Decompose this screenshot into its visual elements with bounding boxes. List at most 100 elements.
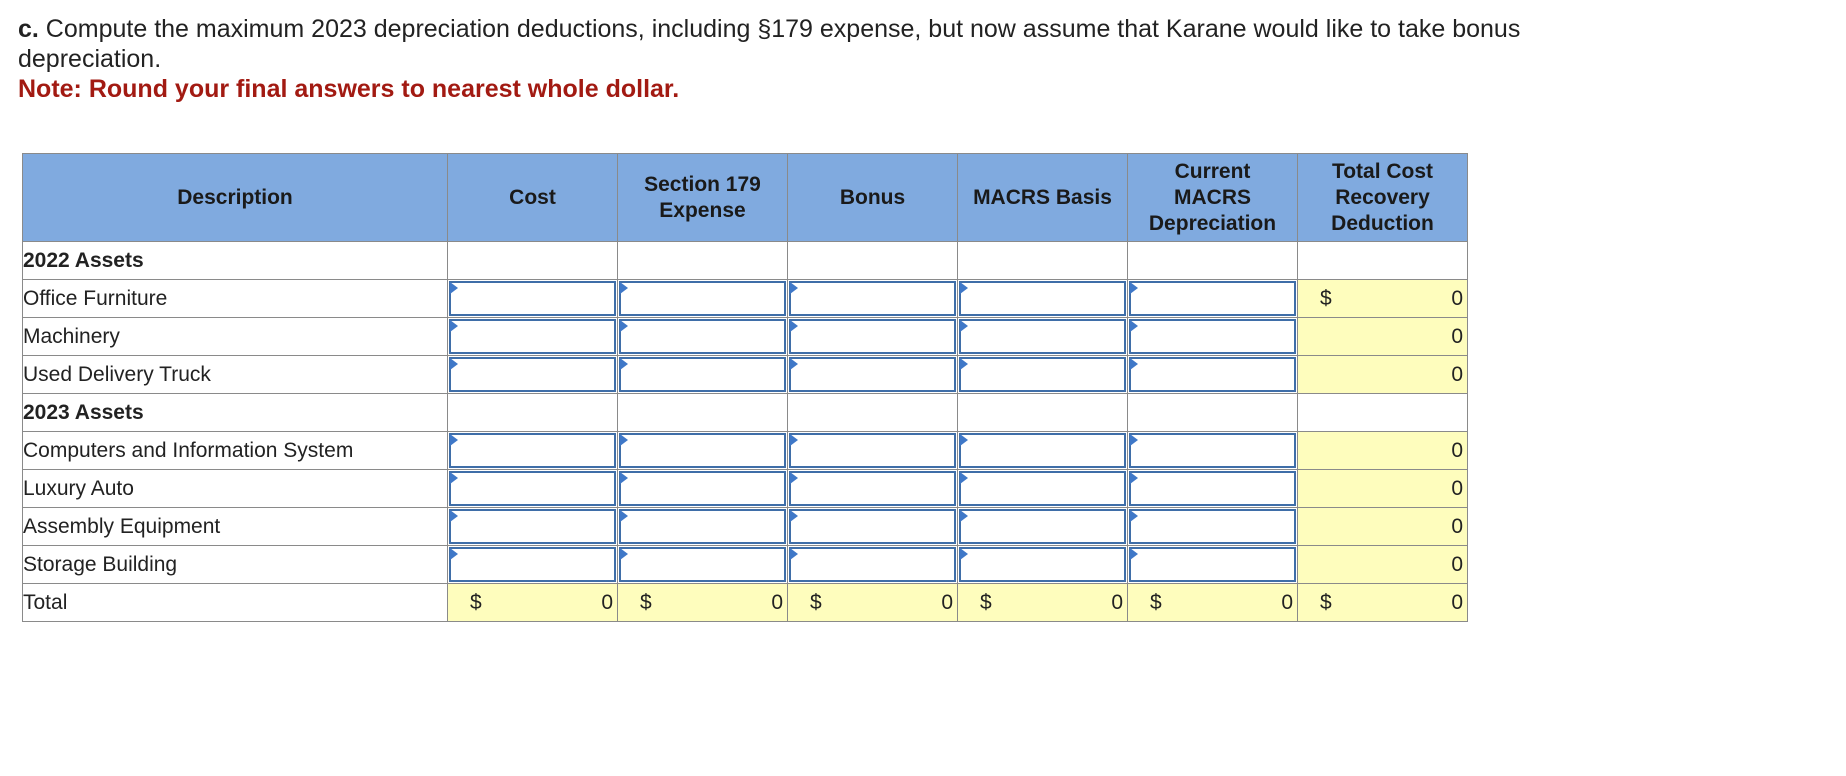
question-text: c. Compute the maximum 2023 depreciation… <box>18 14 1578 104</box>
cost-cell <box>447 507 618 546</box>
cost-cell <box>447 317 618 356</box>
current-macrs-input[interactable] <box>1129 433 1296 468</box>
macrs-basis-cell <box>957 545 1128 584</box>
total-current-macrs-cell: $0 <box>1127 583 1298 622</box>
row-label: Office Furniture <box>22 279 448 318</box>
current-macrs-cell <box>1127 279 1298 318</box>
sec179-cell <box>617 317 788 356</box>
bonus-cell <box>787 317 958 356</box>
current-macrs-cell <box>1127 317 1298 356</box>
section-label-2023: 2023 Assets <box>22 393 448 432</box>
header-section-179-line1: Section 179 <box>644 172 761 196</box>
rounding-note: Note: Round your final answers to neares… <box>18 75 680 103</box>
table-row: Used Delivery Truck 0 <box>22 355 1468 394</box>
macrs-basis-input[interactable] <box>959 547 1126 582</box>
macrs-basis-input[interactable] <box>959 433 1126 468</box>
sec179-cell <box>617 431 788 470</box>
bonus-cell <box>787 279 958 318</box>
total-macrs-basis-cell: $0 <box>957 583 1128 622</box>
macrs-basis-cell <box>957 317 1128 356</box>
blank-cell <box>1127 393 1298 432</box>
row-label: Computers and Information System <box>22 431 448 470</box>
total-recovery-value: 0 <box>1451 362 1463 386</box>
bonus-input[interactable] <box>789 319 956 354</box>
total-recovery-cell: 0 <box>1297 355 1468 394</box>
blank-cell <box>787 393 958 432</box>
bonus-input[interactable] <box>789 471 956 506</box>
macrs-basis-input[interactable] <box>959 471 1126 506</box>
section-label-2022: 2022 Assets <box>22 241 448 280</box>
macrs-basis-input[interactable] <box>959 281 1126 316</box>
blank-cell <box>447 393 618 432</box>
cost-input[interactable] <box>449 433 616 468</box>
table-row: Assembly Equipment 0 <box>22 507 1468 546</box>
total-recovery-cell: $0 <box>1297 279 1468 318</box>
table-row: Luxury Auto 0 <box>22 469 1468 508</box>
grand-total-recovery-value: 0 <box>1451 590 1463 614</box>
header-section-179: Section 179 Expense <box>617 153 788 242</box>
header-current-line2: MACRS <box>1174 185 1251 209</box>
cost-input[interactable] <box>449 281 616 316</box>
dollar-sign: $ <box>1320 590 1332 614</box>
macrs-basis-input[interactable] <box>959 319 1126 354</box>
total-recovery-cell: 0 <box>1297 431 1468 470</box>
current-macrs-cell <box>1127 545 1298 584</box>
section-row-2022: 2022 Assets <box>22 241 1468 280</box>
macrs-basis-input[interactable] <box>959 357 1126 392</box>
bonus-input[interactable] <box>789 281 956 316</box>
cost-input[interactable] <box>449 547 616 582</box>
total-current-macrs-value: 0 <box>1281 590 1293 614</box>
blank-cell <box>1297 393 1468 432</box>
blank-cell <box>447 241 618 280</box>
question-body: Compute the maximum 2023 depreciation de… <box>18 15 1521 73</box>
header-description: Description <box>22 153 448 242</box>
cost-input[interactable] <box>449 319 616 354</box>
section-row-2023: 2023 Assets <box>22 393 1468 432</box>
total-recovery-value: 0 <box>1451 514 1463 538</box>
total-recovery-cell: 0 <box>1297 317 1468 356</box>
blank-cell <box>957 241 1128 280</box>
section-179-input[interactable] <box>619 509 786 544</box>
section-179-input[interactable] <box>619 281 786 316</box>
section-179-input[interactable] <box>619 471 786 506</box>
section-179-input[interactable] <box>619 547 786 582</box>
cost-input[interactable] <box>449 357 616 392</box>
table-row: Machinery 0 <box>22 317 1468 356</box>
section-179-input[interactable] <box>619 319 786 354</box>
grand-total-recovery-cell: $0 <box>1297 583 1468 622</box>
row-label: Used Delivery Truck <box>22 355 448 394</box>
blank-cell <box>1297 241 1468 280</box>
header-cost: Cost <box>447 153 618 242</box>
header-bonus: Bonus <box>787 153 958 242</box>
section-179-input[interactable] <box>619 357 786 392</box>
sec179-cell <box>617 545 788 584</box>
current-macrs-input[interactable] <box>1129 547 1296 582</box>
current-macrs-input[interactable] <box>1129 319 1296 354</box>
table-row: Office Furniture $0 <box>22 279 1468 318</box>
bonus-input[interactable] <box>789 357 956 392</box>
current-macrs-input[interactable] <box>1129 471 1296 506</box>
cost-input[interactable] <box>449 471 616 506</box>
blank-cell <box>957 393 1128 432</box>
header-current-macrs: Current MACRS Depreciation <box>1127 153 1298 242</box>
bonus-input[interactable] <box>789 433 956 468</box>
macrs-basis-cell <box>957 431 1128 470</box>
bonus-input[interactable] <box>789 509 956 544</box>
table-row: Storage Building 0 <box>22 545 1468 584</box>
macrs-basis-input[interactable] <box>959 509 1126 544</box>
total-label: Total <box>22 583 448 622</box>
current-macrs-input[interactable] <box>1129 281 1296 316</box>
cost-input[interactable] <box>449 509 616 544</box>
blank-cell <box>787 241 958 280</box>
header-macrs-basis: MACRS Basis <box>957 153 1128 242</box>
blank-cell <box>617 393 788 432</box>
current-macrs-input[interactable] <box>1129 509 1296 544</box>
section-179-input[interactable] <box>619 433 786 468</box>
bonus-input[interactable] <box>789 547 956 582</box>
dollar-sign: $ <box>980 590 992 614</box>
cost-cell <box>447 355 618 394</box>
dollar-sign: $ <box>470 590 482 614</box>
cost-cell <box>447 469 618 508</box>
current-macrs-input[interactable] <box>1129 357 1296 392</box>
bonus-cell <box>787 507 958 546</box>
